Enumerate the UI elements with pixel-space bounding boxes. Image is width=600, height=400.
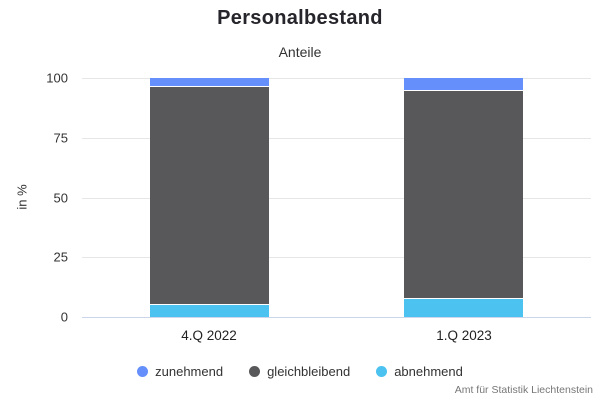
bar-segment-abnehmend[interactable] bbox=[404, 297, 523, 317]
legend-marker-icon bbox=[137, 365, 149, 377]
legend-item-zunehmend[interactable]: zunehmend bbox=[137, 364, 223, 379]
bar-segment-gleichbleibend[interactable] bbox=[150, 86, 269, 304]
bar-segment-abnehmend[interactable] bbox=[150, 303, 269, 317]
bar-1-q-2023 bbox=[404, 78, 523, 317]
legend-item-abnehmend[interactable]: abnehmend bbox=[376, 364, 463, 379]
bar-segment-zunehmend[interactable] bbox=[404, 78, 523, 91]
y-tick-label-100: 100 bbox=[46, 70, 68, 86]
x-axis-line bbox=[82, 317, 591, 318]
gridline-75 bbox=[82, 138, 591, 139]
bar-4-q-2022 bbox=[150, 78, 269, 317]
gridline-50 bbox=[82, 198, 591, 199]
bar-segment-zunehmend[interactable] bbox=[150, 78, 269, 87]
x-tick-label-4-q-2022: 4.Q 2022 bbox=[181, 328, 237, 343]
gridline-25 bbox=[82, 257, 591, 258]
plot-area: 4.Q 2022 1.Q 2023 bbox=[82, 78, 591, 343]
y-tick-label-0: 0 bbox=[60, 309, 68, 325]
legend-marker-icon bbox=[376, 365, 388, 377]
gridline-100 bbox=[82, 78, 591, 79]
y-tick-label-50: 50 bbox=[53, 190, 68, 206]
legend-item-gleichbleibend[interactable]: gleichbleibend bbox=[249, 364, 350, 379]
legend-label: zunehmend bbox=[155, 363, 224, 379]
y-tick-label-25: 25 bbox=[53, 249, 68, 265]
chart-subtitle: Anteile bbox=[278, 44, 322, 60]
chart-title: Personalbestand bbox=[217, 7, 383, 29]
x-tick-label-1-q-2023: 1.Q 2023 bbox=[436, 328, 492, 343]
legend-marker-icon bbox=[249, 365, 261, 377]
legend-label: gleichbleibend bbox=[267, 363, 351, 379]
y-tick-label-75: 75 bbox=[53, 130, 68, 146]
source-credits: Amt für Statistik Liechtenstein bbox=[454, 384, 593, 396]
bar-segment-gleichbleibend[interactable] bbox=[404, 90, 523, 298]
legend: zunehmend gleichbleibend abnehmend bbox=[0, 361, 600, 381]
legend-label: abnehmend bbox=[394, 363, 463, 379]
